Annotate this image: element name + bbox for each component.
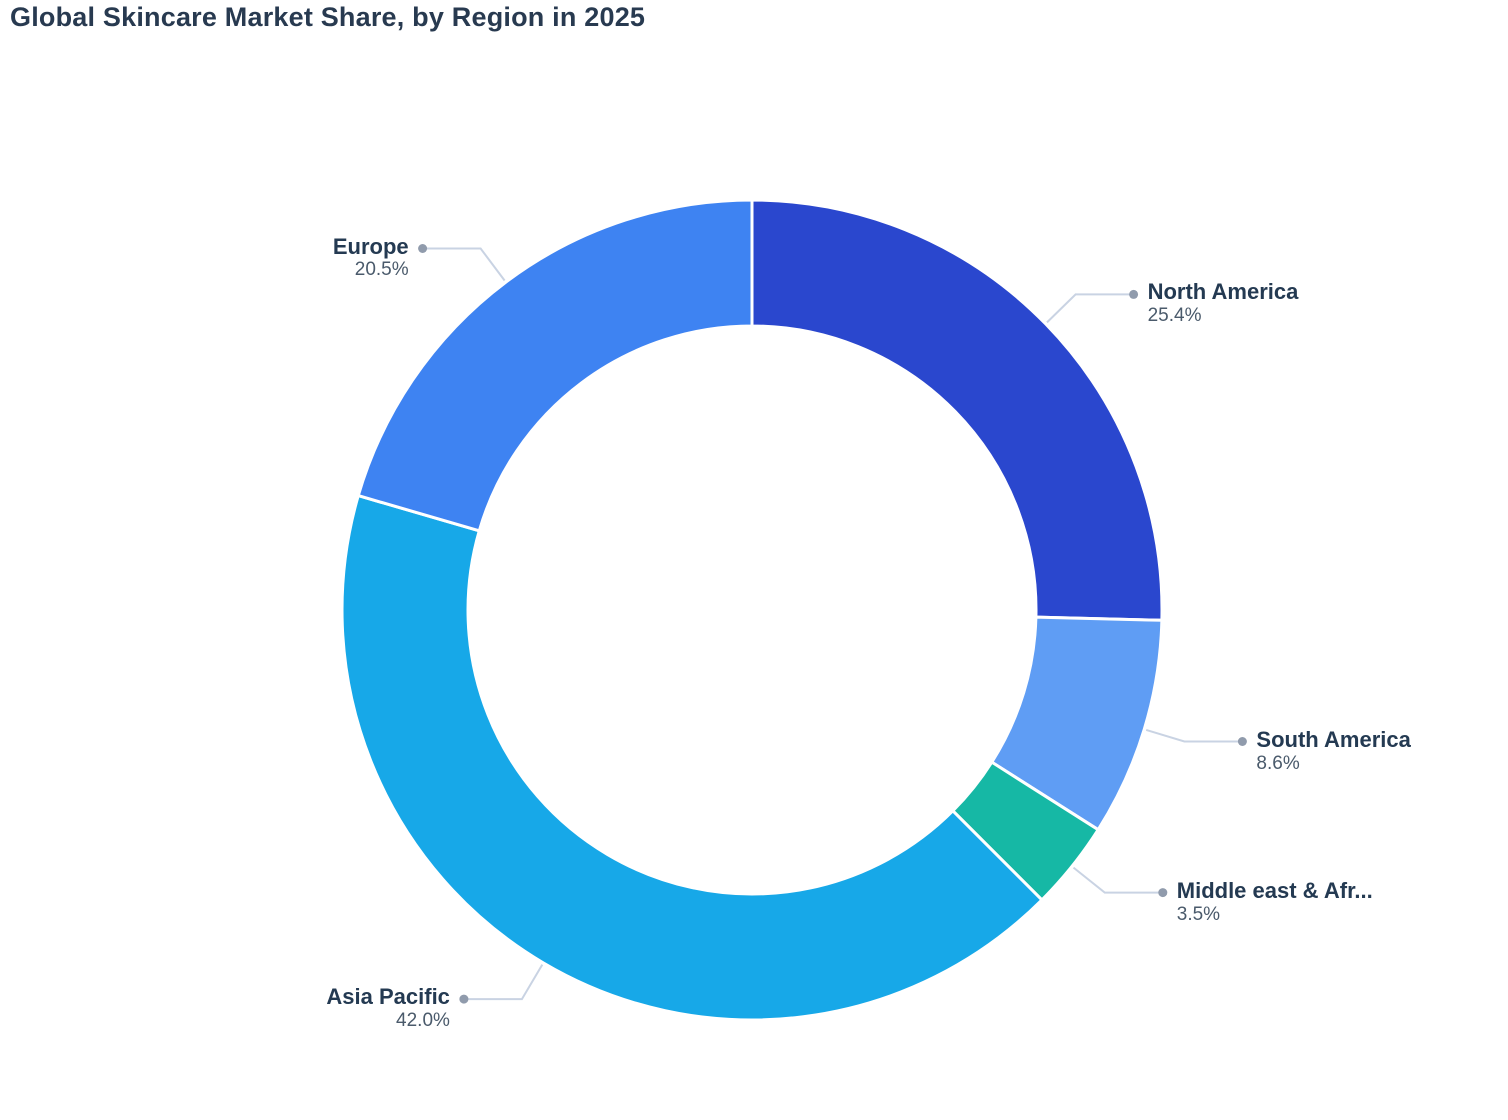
leader-dot-north-america [1129,289,1139,299]
leader-line-europe [422,247,506,282]
slice-label-europe: Europe 20.5% [333,234,409,282]
slice-asia-pacific[interactable] [340,494,1044,1022]
slice-label-percent: 42.0% [396,1010,450,1031]
slice-label-percent: 8.6% [1256,752,1300,774]
leader-line-middle-east-afr [1072,866,1163,894]
slice-north-america[interactable] [750,198,1164,622]
slice-label-name: North America [1147,279,1299,305]
slice-europe[interactable] [356,198,754,533]
leader-line-asia-pacific [463,964,544,1001]
leader-dot-europe [418,244,428,253]
leader-dot-middle-east-afr [1158,888,1168,898]
slice-label-percent: 25.4% [1147,305,1202,327]
slice-label-name: Europe [332,233,409,259]
leader-line-north-america [1046,293,1134,324]
leader-line-south-america [1145,728,1243,743]
slice-label-south-america: South America 8.6% [1256,727,1410,775]
slice-label-north-america: North America 25.4% [1148,279,1299,327]
leader-dot-asia-pacific [459,994,469,1004]
slice-label-name: Asia Pacific [326,984,450,1010]
slice-label-asia-pacific: Asia Pacific 42.0% [326,984,450,1032]
slice-label-name: Middle east & Afr... [1176,877,1373,903]
slice-label-percent: 3.5% [1176,903,1221,925]
slice-label-percent: 20.5% [354,259,409,281]
chart-title: Global Skincare Market Share, by Region … [10,2,646,32]
leader-dot-south-america [1237,737,1247,746]
slice-label-name: South America [1256,726,1411,752]
slice-label-middle-east-africa: Middle east & Afr... 3.5% [1177,878,1373,926]
